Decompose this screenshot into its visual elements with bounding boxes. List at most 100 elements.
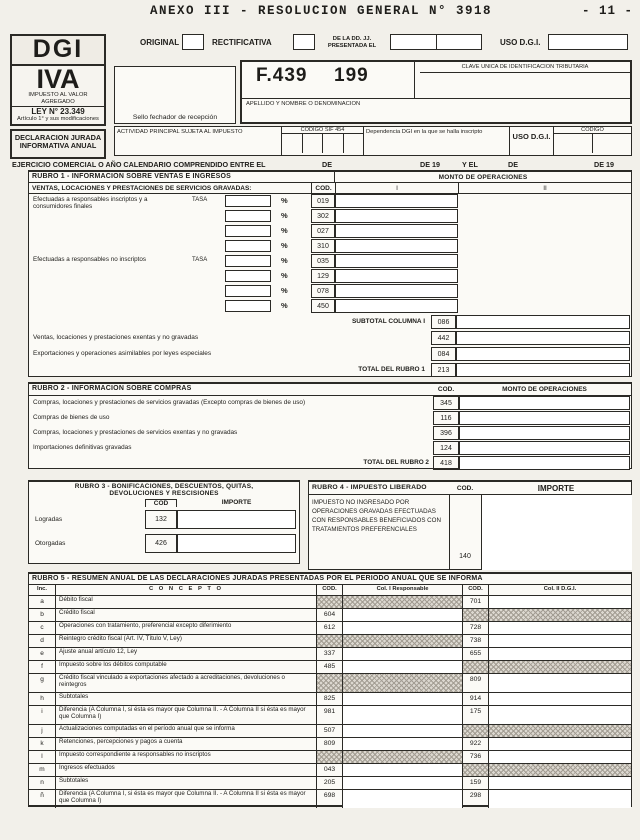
rubro5-column-headers: Inc. C O N C E P T O COD. Col. I Respons…: [29, 585, 631, 595]
col1-amount-cell[interactable]: [342, 648, 462, 660]
activity-cell[interactable]: ACTIVIDAD PRINCIPAL SUJETA AL IMPUESTO: [114, 126, 282, 156]
cod-col2-cell: 738: [462, 635, 488, 647]
codigo-box[interactable]: [554, 134, 593, 153]
col1-amount-cell[interactable]: [342, 622, 462, 634]
amount-cell-col1[interactable]: [335, 239, 458, 253]
tasa-label: TASA: [192, 257, 208, 263]
rubro3-row: Otorgadas 426: [29, 532, 299, 556]
rubro2-header: RUBRO 2 - INFORMACION SOBRE COMPRAS COD.…: [29, 384, 631, 396]
amount-cell[interactable]: [459, 456, 630, 470]
concepto-label: Retenciones, percepciones y pagos a cuen…: [55, 738, 316, 750]
rubro1-summary-row: Exportaciones y operaciones asimilables …: [29, 346, 631, 363]
inc-label: b: [40, 611, 44, 618]
rubro4-body-text: IMPUESTO NO INGRESADO POR OPERACIONES GR…: [312, 499, 441, 533]
tasa-rate-input[interactable]: [225, 195, 271, 207]
rubro5-row: b Crédito fiscal 604: [29, 608, 631, 621]
col1-amount-cell[interactable]: [342, 790, 462, 808]
rubro1-tasa-row: % 027: [29, 224, 631, 239]
rubro5-row: l Impuesto correspondiente a responsables…: [29, 750, 631, 763]
amount-cell[interactable]: [456, 347, 630, 361]
col1-amount-cell[interactable]: [342, 777, 462, 789]
inc-label: d: [40, 637, 44, 644]
amount-cell-col1[interactable]: [335, 299, 458, 313]
cod-col1-cell: 337: [316, 648, 342, 660]
col2-amount-cell[interactable]: [488, 751, 631, 763]
amount-cell[interactable]: [459, 396, 630, 410]
tasa-rate-input[interactable]: [225, 255, 271, 267]
tasa-label: TASA: [192, 197, 208, 203]
amount-cell-col1[interactable]: [335, 209, 458, 223]
amount-cell[interactable]: [459, 441, 630, 455]
cod-col1-cell: 485: [316, 661, 342, 673]
tasa-rate-input[interactable]: [225, 300, 271, 312]
amount-cell-col1[interactable]: [335, 224, 458, 238]
dependency-cell[interactable]: Dependencia DGI en la que se halla inscr…: [364, 126, 510, 156]
tasa-rate-input[interactable]: [225, 270, 271, 282]
amount-cell-col1[interactable]: [335, 269, 458, 283]
amount-cell-col1[interactable]: [335, 194, 458, 208]
col2-amount-cell[interactable]: [488, 648, 631, 660]
divider: [242, 98, 630, 99]
amount-cell[interactable]: [177, 534, 296, 553]
rubro2-section: RUBRO 2 - INFORMACION SOBRE COMPRAS COD.…: [28, 382, 632, 470]
sif-code-box[interactable]: [323, 134, 344, 153]
rubro2-title: RUBRO 2 - INFORMACION SOBRE COMPRAS: [32, 385, 192, 392]
col2-amount-cell[interactable]: [488, 738, 631, 750]
rubro4-code: 140: [459, 553, 471, 560]
rubro3-cod-header: COD: [145, 499, 177, 507]
col1-amount-cell[interactable]: [342, 725, 462, 737]
amount-cell[interactable]: [456, 331, 630, 345]
sif-code-box[interactable]: [344, 134, 364, 153]
row-label: TOTAL DEL RUBRO 1: [358, 366, 425, 373]
col2-amount-cell[interactable]: [488, 622, 631, 634]
col2-amount-cell[interactable]: [488, 777, 631, 789]
inc-label: g: [40, 676, 44, 683]
rubro5-inc-header: Inc.: [37, 586, 47, 592]
col1-amount-cell[interactable]: [342, 764, 462, 776]
col1-amount-cell[interactable]: [342, 609, 462, 621]
amount-cell-col1[interactable]: [335, 254, 458, 268]
col2-amount-cell[interactable]: [488, 674, 631, 692]
col2-amount-cell[interactable]: [488, 596, 631, 608]
col2-amount-cell[interactable]: [488, 706, 631, 724]
rubro3-importe-header: IMPORTE: [221, 499, 252, 506]
col1-amount-cell[interactable]: [342, 738, 462, 750]
row-label: Ventas, locaciones y prestaciones exenta…: [33, 334, 199, 341]
rubro4-importe-cell[interactable]: [482, 495, 632, 570]
amount-cell[interactable]: [459, 411, 630, 425]
tasa-rate-input[interactable]: [225, 285, 271, 297]
ddjj-date-box-divider: [436, 35, 437, 49]
cuit-input-area[interactable]: [420, 78, 630, 96]
sif-code-box[interactable]: [282, 134, 303, 153]
amount-cell[interactable]: [459, 426, 630, 440]
codigo-box[interactable]: [593, 134, 631, 153]
period-de1: DE: [322, 160, 332, 169]
tasa-rate-input[interactable]: [225, 240, 271, 252]
sif-code-box[interactable]: [303, 134, 323, 153]
col2-amount-cell[interactable]: [488, 790, 631, 808]
uso-dgi-box[interactable]: [548, 34, 628, 50]
tasa-rate-input[interactable]: [225, 210, 271, 222]
col1-amount-cell[interactable]: [342, 661, 462, 673]
rubro5-row: d Reintegro crédito fiscal (Art. IV, Títu…: [29, 634, 631, 647]
uso-dgi-cell: USO D.G.I.: [510, 126, 554, 156]
form-number: F.439: [256, 65, 308, 86]
col1-amount-cell[interactable]: [342, 706, 462, 724]
amount-cell[interactable]: [456, 315, 630, 329]
tasa-rate-input[interactable]: [225, 225, 271, 237]
rubro2-row: Compras de bienes de uso 116: [29, 411, 631, 426]
dgi-logo: DGI: [12, 36, 104, 66]
original-checkbox[interactable]: [182, 34, 204, 50]
inc-label: h: [40, 695, 44, 702]
name-input-area[interactable]: [246, 109, 626, 123]
col2-amount-cell[interactable]: [488, 693, 631, 705]
rectificativa-checkbox[interactable]: [293, 34, 315, 50]
amount-cell[interactable]: [456, 363, 630, 377]
col2-amount-cell[interactable]: [488, 635, 631, 647]
amount-cell-col1[interactable]: [335, 284, 458, 298]
amount-cell[interactable]: [177, 510, 296, 529]
col1-amount-cell[interactable]: [342, 693, 462, 705]
ddjj-date-box[interactable]: [390, 34, 482, 50]
inc-label: l: [41, 753, 43, 760]
rubro5-row: k Retenciones, percepciones y pagos a cue…: [29, 737, 631, 750]
